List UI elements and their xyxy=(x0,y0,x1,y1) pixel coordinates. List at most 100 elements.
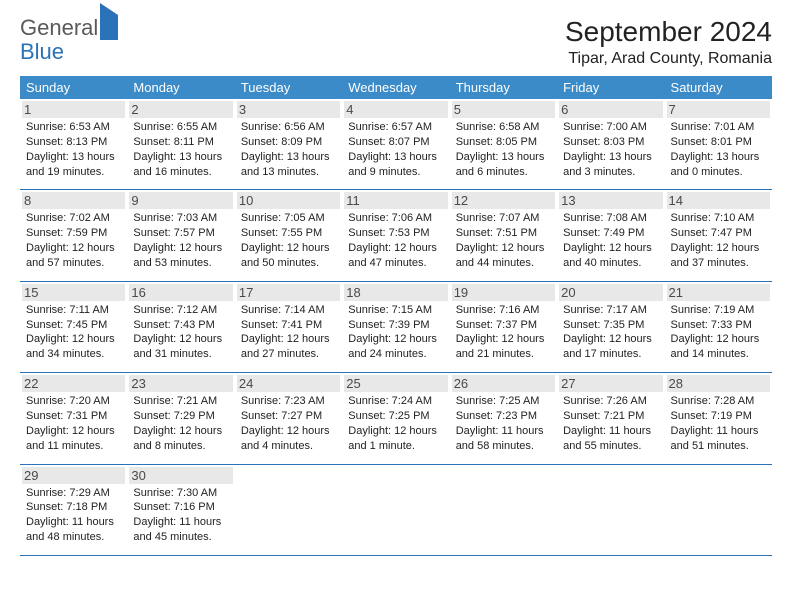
weekday-header: Sunday xyxy=(20,76,127,99)
calendar-day-cell: 26 Sunrise: 7:25 AMSunset: 7:23 PMDayligh… xyxy=(450,373,557,464)
day-info: Sunrise: 6:56 AMSunset: 8:09 PMDaylight:… xyxy=(241,120,336,179)
day-info: Sunrise: 7:17 AMSunset: 7:35 PMDaylight:… xyxy=(563,303,658,362)
calendar-empty-cell xyxy=(235,464,342,555)
day-number: 28 xyxy=(667,375,770,392)
calendar-day-cell: 20 Sunrise: 7:17 AMSunset: 7:35 PMDayligh… xyxy=(557,281,664,372)
day-number: 16 xyxy=(129,284,232,301)
day-info: Sunrise: 6:55 AMSunset: 8:11 PMDaylight:… xyxy=(133,120,228,179)
day-number: 6 xyxy=(559,101,662,118)
title-block: September 2024 Tipar, Arad County, Roman… xyxy=(565,16,772,68)
calendar-day-cell: 19Sunrise: 7:16 AMSunset: 7:37 PMDayligh… xyxy=(450,281,557,372)
weekday-header: Monday xyxy=(127,76,234,99)
calendar-day-cell: 16 Sunrise: 7:12 AMSunset: 7:43 PMDayligh… xyxy=(127,281,234,372)
brand-logo: General Blue xyxy=(20,16,118,64)
calendar-day-cell: 5 Sunrise: 6:58 AMSunset: 8:05 PMDaylight… xyxy=(450,99,557,190)
day-info: Sunrise: 7:01 AMSunset: 8:01 PMDaylight:… xyxy=(671,120,766,179)
calendar-week-row: 29Sunrise: 7:29 AMSunset: 7:18 PMDayligh… xyxy=(20,464,772,555)
calendar-day-cell: 1 Sunrise: 6:53 AMSunset: 8:13 PMDaylight… xyxy=(20,99,127,190)
day-number: 30 xyxy=(129,467,232,484)
brand-part1: General xyxy=(20,15,98,40)
day-number: 23 xyxy=(129,375,232,392)
day-info: Sunrise: 7:23 AMSunset: 7:27 PMDaylight:… xyxy=(241,394,336,453)
calendar-day-cell: 21Sunrise: 7:19 AMSunset: 7:33 PMDayligh… xyxy=(665,281,772,372)
calendar-table: SundayMondayTuesdayWednesdayThursdayFrid… xyxy=(20,76,772,556)
day-info: Sunrise: 6:53 AMSunset: 8:13 PMDaylight:… xyxy=(26,120,121,179)
day-number: 9 xyxy=(129,192,232,209)
day-number: 26 xyxy=(452,375,555,392)
day-number: 27 xyxy=(559,375,662,392)
day-info: Sunrise: 7:00 AMSunset: 8:03 PMDaylight:… xyxy=(563,120,658,179)
day-number: 13 xyxy=(559,192,662,209)
day-info: Sunrise: 7:25 AMSunset: 7:23 PMDaylight:… xyxy=(456,394,551,453)
day-info: Sunrise: 7:11 AMSunset: 7:45 PMDaylight:… xyxy=(26,303,121,362)
day-number: 7 xyxy=(667,101,770,118)
brand-part2: Blue xyxy=(20,39,64,64)
day-number: 14 xyxy=(667,192,770,209)
calendar-day-cell: 2Sunrise: 6:55 AMSunset: 8:11 PMDaylight… xyxy=(127,99,234,190)
calendar-day-cell: 28Sunrise: 7:28 AMSunset: 7:19 PMDayligh… xyxy=(665,373,772,464)
day-number: 5 xyxy=(452,101,555,118)
day-info: Sunrise: 7:15 AMSunset: 7:39 PMDaylight:… xyxy=(348,303,443,362)
day-number: 11 xyxy=(344,192,447,209)
calendar-day-cell: 14 Sunrise: 7:10 AMSunset: 7:47 PMDayligh… xyxy=(665,190,772,281)
day-number: 10 xyxy=(237,192,340,209)
calendar-week-row: 22Sunrise: 7:20 AMSunset: 7:31 PMDayligh… xyxy=(20,373,772,464)
day-info: Sunrise: 7:07 AMSunset: 7:51 PMDaylight:… xyxy=(456,211,551,270)
day-info: Sunrise: 7:16 AMSunset: 7:37 PMDaylight:… xyxy=(456,303,551,362)
day-info: Sunrise: 7:30 AMSunset: 7:16 PMDaylight:… xyxy=(133,486,228,545)
calendar-head: SundayMondayTuesdayWednesdayThursdayFrid… xyxy=(20,76,772,99)
calendar-day-cell: 6 Sunrise: 7:00 AMSunset: 8:03 PMDaylight… xyxy=(557,99,664,190)
calendar-day-cell: 22Sunrise: 7:20 AMSunset: 7:31 PMDayligh… xyxy=(20,373,127,464)
day-info: Sunrise: 7:24 AMSunset: 7:25 PMDaylight:… xyxy=(348,394,443,453)
weekday-header: Wednesday xyxy=(342,76,449,99)
calendar-week-row: 15 Sunrise: 7:11 AMSunset: 7:45 PMDayligh… xyxy=(20,281,772,372)
calendar-day-cell: 29Sunrise: 7:29 AMSunset: 7:18 PMDayligh… xyxy=(20,464,127,555)
calendar-body: 1 Sunrise: 6:53 AMSunset: 8:13 PMDaylight… xyxy=(20,99,772,555)
day-number: 18 xyxy=(344,284,447,301)
day-number: 20 xyxy=(559,284,662,301)
day-number: 21 xyxy=(667,284,770,301)
day-info: Sunrise: 7:02 AMSunset: 7:59 PMDaylight:… xyxy=(26,211,121,270)
calendar-day-cell: 11 Sunrise: 7:06 AMSunset: 7:53 PMDayligh… xyxy=(342,190,449,281)
day-info: Sunrise: 7:10 AMSunset: 7:47 PMDaylight:… xyxy=(671,211,766,270)
calendar-day-cell: 9 Sunrise: 7:03 AMSunset: 7:57 PMDaylight… xyxy=(127,190,234,281)
brand-text: General Blue xyxy=(20,16,118,64)
calendar-day-cell: 15 Sunrise: 7:11 AMSunset: 7:45 PMDayligh… xyxy=(20,281,127,372)
day-number: 25 xyxy=(344,375,447,392)
calendar-week-row: 1 Sunrise: 6:53 AMSunset: 8:13 PMDaylight… xyxy=(20,99,772,190)
calendar-day-cell: 12 Sunrise: 7:07 AMSunset: 7:51 PMDayligh… xyxy=(450,190,557,281)
day-info: Sunrise: 7:03 AMSunset: 7:57 PMDaylight:… xyxy=(133,211,228,270)
calendar-day-cell: 24Sunrise: 7:23 AMSunset: 7:27 PMDayligh… xyxy=(235,373,342,464)
day-number: 8 xyxy=(22,192,125,209)
calendar-week-row: 8 Sunrise: 7:02 AMSunset: 7:59 PMDaylight… xyxy=(20,190,772,281)
month-title: September 2024 xyxy=(565,16,772,48)
weekday-header: Tuesday xyxy=(235,76,342,99)
calendar-day-cell: 8 Sunrise: 7:02 AMSunset: 7:59 PMDaylight… xyxy=(20,190,127,281)
day-info: Sunrise: 7:05 AMSunset: 7:55 PMDaylight:… xyxy=(241,211,336,270)
day-info: Sunrise: 7:26 AMSunset: 7:21 PMDaylight:… xyxy=(563,394,658,453)
location-text: Tipar, Arad County, Romania xyxy=(565,50,772,68)
day-info: Sunrise: 6:58 AMSunset: 8:05 PMDaylight:… xyxy=(456,120,551,179)
calendar-day-cell: 10 Sunrise: 7:05 AMSunset: 7:55 PMDayligh… xyxy=(235,190,342,281)
day-number: 12 xyxy=(452,192,555,209)
weekday-header: Saturday xyxy=(665,76,772,99)
calendar-day-cell: 27 Sunrise: 7:26 AMSunset: 7:21 PMDayligh… xyxy=(557,373,664,464)
calendar-day-cell: 30 Sunrise: 7:30 AMSunset: 7:16 PMDayligh… xyxy=(127,464,234,555)
calendar-empty-cell xyxy=(450,464,557,555)
day-info: Sunrise: 7:06 AMSunset: 7:53 PMDaylight:… xyxy=(348,211,443,270)
calendar-day-cell: 4Sunrise: 6:57 AMSunset: 8:07 PMDaylight… xyxy=(342,99,449,190)
day-info: Sunrise: 7:08 AMSunset: 7:49 PMDaylight:… xyxy=(563,211,658,270)
calendar-day-cell: 23Sunrise: 7:21 AMSunset: 7:29 PMDayligh… xyxy=(127,373,234,464)
day-number: 22 xyxy=(22,375,125,392)
weekday-header: Thursday xyxy=(450,76,557,99)
day-number: 4 xyxy=(344,101,447,118)
calendar-day-cell: 3Sunrise: 6:56 AMSunset: 8:09 PMDaylight… xyxy=(235,99,342,190)
calendar-day-cell: 7 Sunrise: 7:01 AMSunset: 8:01 PMDaylight… xyxy=(665,99,772,190)
day-info: Sunrise: 7:29 AMSunset: 7:18 PMDaylight:… xyxy=(26,486,121,545)
day-number: 17 xyxy=(237,284,340,301)
day-number: 15 xyxy=(22,284,125,301)
calendar-empty-cell xyxy=(665,464,772,555)
header-bar: General Blue September 2024 Tipar, Arad … xyxy=(20,16,772,68)
day-info: Sunrise: 7:12 AMSunset: 7:43 PMDaylight:… xyxy=(133,303,228,362)
day-number: 1 xyxy=(22,101,125,118)
